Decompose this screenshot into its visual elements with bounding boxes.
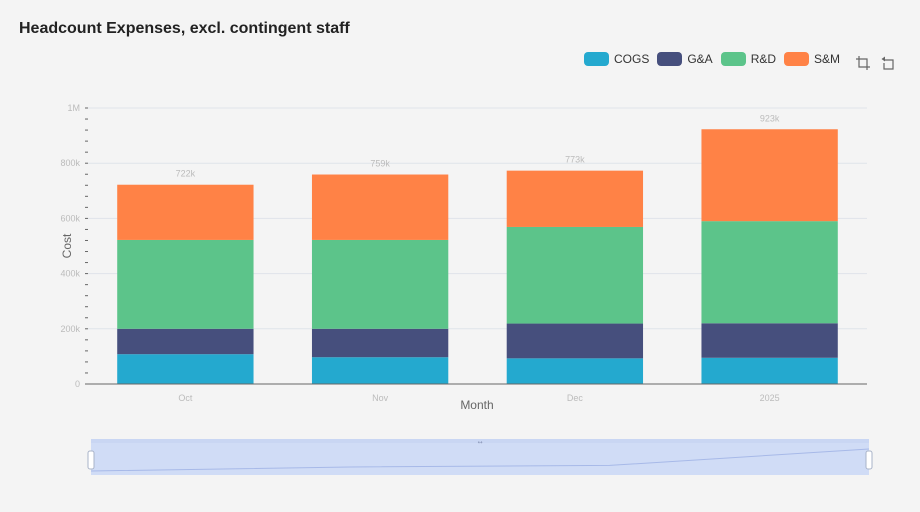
y-tick-label: 1M	[67, 103, 80, 113]
legend-swatch-ga	[657, 52, 683, 66]
y-tick-label: 200k	[60, 324, 80, 334]
bar-cogs-dec	[506, 358, 644, 384]
x-axis-label: Month	[460, 398, 493, 412]
x-tick-label: Oct	[178, 393, 193, 403]
bar-layer	[117, 129, 838, 384]
legend-label-rd: R&D	[750, 52, 777, 66]
legend-item-ga[interactable]: G&A	[657, 52, 713, 66]
legend-label-ga: G&A	[687, 52, 713, 66]
bar-rd-oct	[117, 239, 254, 329]
legend-item-cogs[interactable]: COGS	[584, 52, 649, 66]
y-axis-label: Cost	[60, 233, 74, 258]
legend: COGS G&A R&D S&M	[584, 52, 848, 66]
bar-sm-2025	[701, 129, 838, 222]
legend-label-cogs: COGS	[614, 52, 650, 66]
bar-sm-nov	[311, 174, 449, 240]
bar-ga-2025	[701, 323, 838, 358]
toolbox	[856, 56, 906, 70]
bar-ga-oct	[117, 328, 254, 355]
data-zoom-left-handle[interactable]	[87, 450, 95, 470]
bar-ga-nov	[311, 328, 449, 358]
x-tick-label: Nov	[372, 393, 389, 403]
y-tick-label: 800k	[60, 158, 80, 168]
data-zoom-top-bar	[91, 439, 869, 443]
y-tick-label: 0	[75, 379, 80, 389]
bar-cogs-oct	[117, 354, 254, 384]
y-tick-label: 600k	[60, 213, 80, 223]
x-tick-label: Dec	[567, 393, 584, 403]
bar-rd-dec	[506, 226, 644, 324]
bar-rd-2025	[701, 221, 838, 324]
legend-swatch-cogs	[584, 52, 609, 66]
legend-swatch-sm	[784, 52, 810, 66]
axis-layer: 0 200k 400k 600k 800k 1M 722k Oct 759k Nov 773k Dec…	[60, 103, 867, 403]
zoom-reset-icon[interactable]	[881, 56, 895, 70]
bar-total-label: 923k	[760, 113, 780, 123]
data-zoom-move-handle[interactable]: ↔	[477, 439, 482, 446]
chart-title: Headcount Expenses, excl. contingent sta…	[19, 20, 350, 37]
bar-total-label: 759k	[370, 159, 390, 169]
y-tick-label: 400k	[60, 269, 80, 279]
bar-sm-oct	[117, 184, 254, 240]
legend-item-sm[interactable]: S&M	[784, 52, 840, 66]
bar-cogs-2025	[701, 357, 838, 384]
data-zoom-slider[interactable]: ↔	[87, 439, 873, 475]
bar-sm-dec	[506, 170, 644, 227]
data-zoom-right-handle[interactable]	[865, 450, 873, 470]
data-zoom-trend	[90, 448, 870, 472]
legend-label-sm: S&M	[814, 52, 841, 66]
bar-cogs-nov	[311, 357, 449, 384]
legend-swatch-rd	[720, 52, 746, 66]
bar-rd-nov	[311, 239, 449, 329]
bar-total-label: 722k	[176, 169, 196, 179]
x-tick-label: 2025	[760, 393, 780, 403]
bar-ga-dec	[506, 323, 644, 359]
bar-total-label: 773k	[565, 155, 585, 165]
zoom-icon[interactable]	[856, 56, 870, 70]
legend-item-rd[interactable]: R&D	[720, 52, 777, 66]
